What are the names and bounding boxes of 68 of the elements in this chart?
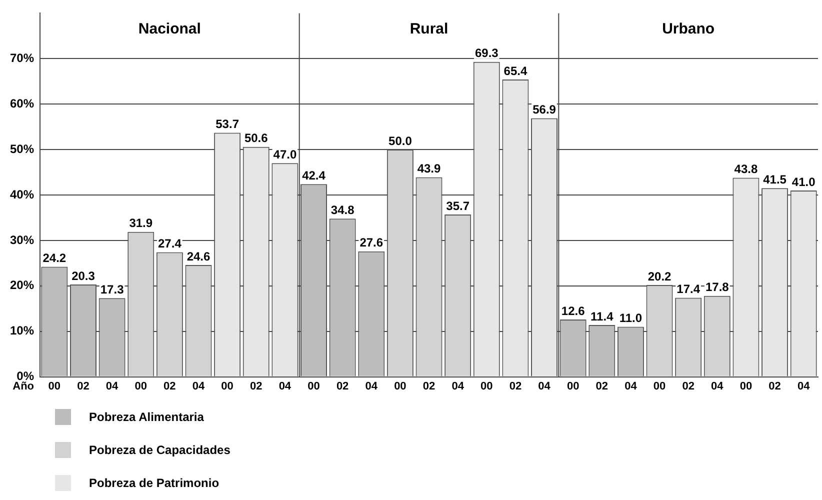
data-label: 24.2 [42, 251, 66, 266]
y-tick-label: 30% [10, 232, 34, 247]
x-tick-label: 04 [797, 380, 811, 392]
x-tick-label: 04 [624, 380, 638, 392]
x-tick-label: 02 [250, 380, 262, 392]
x-tick-label: 00 [221, 380, 234, 392]
x-tick-label: 00 [653, 380, 666, 392]
x-tick-label: 00 [134, 380, 147, 392]
annotation: Nacional [138, 20, 201, 38]
data-label: 31.9 [129, 216, 153, 230]
data-label: 35.7 [446, 198, 470, 213]
data-label: 65.4 [504, 64, 528, 78]
x-tick-label: 00 [48, 380, 61, 392]
x-tick-label: 00 [480, 380, 493, 392]
x-tick-label: 04 [538, 380, 552, 392]
x-tick-label: 04 [278, 380, 292, 392]
data-label: 69.3 [474, 46, 499, 60]
data-label: 41.5 [763, 172, 787, 186]
annotation: Rural [410, 20, 448, 38]
x-tick-label: 02 [77, 380, 90, 392]
x-tick-label: 02 [164, 380, 176, 392]
annotation: Urbano [662, 20, 715, 38]
data-label: 41.0 [792, 174, 816, 189]
data-label: 17.3 [100, 282, 124, 296]
x-tick-label: 02 [596, 380, 608, 392]
data-label: 20.2 [648, 269, 672, 284]
y-tick-label: 50% [10, 142, 34, 156]
x-tick-label: 04 [452, 380, 465, 392]
data-label: 17.4 [676, 282, 700, 296]
x-tick-label: 02 [422, 380, 436, 392]
data-label: 56.9 [532, 102, 556, 116]
data-label: 11.0 [619, 311, 642, 326]
x-tick-label: 00 [566, 380, 580, 392]
data-label: 47.0 [273, 147, 297, 162]
x-tick-label: 02 [509, 380, 522, 392]
data-label: 34.8 [330, 202, 355, 217]
data-label: 24.6 [186, 249, 210, 264]
x-tick-label: 00 [394, 380, 406, 392]
data-label: 27.6 [360, 236, 384, 250]
x-tick-label: 00 [740, 380, 752, 392]
y-tick-label: 60% [10, 96, 34, 110]
x-tick-label: 04 [192, 380, 206, 392]
y-tick-label: 70% [10, 50, 34, 65]
data-label: 50.0 [388, 134, 412, 148]
x-tick-label: 00 [308, 380, 320, 392]
x-tick-label: 02 [768, 380, 781, 392]
y-tick-label: 20% [10, 278, 34, 292]
data-label: 27.4 [158, 236, 182, 251]
legend-label: Pobreza Alimentaria [89, 410, 204, 424]
x-tick-label: 02 [336, 380, 349, 392]
x-axis-title: Año [12, 380, 34, 392]
data-label: 42.4 [302, 168, 326, 182]
x-tick-label: 04 [365, 380, 378, 392]
data-label: 12.6 [561, 304, 586, 318]
y-tick-label: 10% [10, 324, 34, 338]
y-tick-label: 40% [10, 187, 34, 202]
legend-label: Pobreza de Patrimonio [89, 476, 220, 490]
x-tick-label: 04 [106, 380, 120, 392]
data-label: 50.6 [244, 131, 268, 146]
data-label: 43.9 [417, 162, 442, 176]
x-tick-label: 02 [682, 380, 694, 392]
legend-label: Pobreza de Capacidades [89, 442, 230, 456]
data-label: 17.8 [705, 280, 730, 294]
data-label: 43.8 [734, 162, 758, 176]
x-tick-label: 04 [711, 380, 724, 392]
data-label: 20.3 [72, 268, 96, 283]
data-label: 53.7 [216, 117, 240, 132]
data-label: 11.4 [590, 309, 614, 324]
